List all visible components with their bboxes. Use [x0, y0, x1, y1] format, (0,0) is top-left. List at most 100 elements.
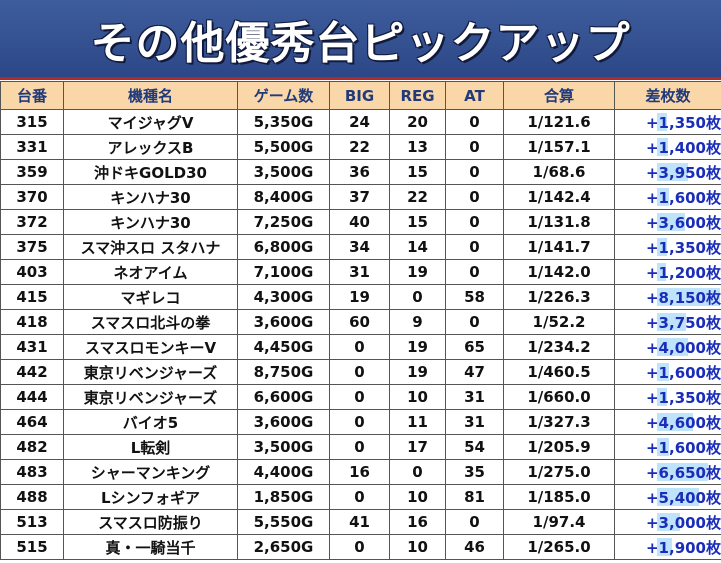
big-count-cell: 0 [329, 384, 390, 410]
game-count-cell: 3,500G [237, 159, 330, 185]
reg-count-cell: 0 [389, 459, 446, 485]
diff-coins-cell: +1,900枚 [614, 534, 721, 560]
diff-coins-cell: +3,750枚 [614, 309, 721, 335]
machine-name-cell: キンハナ30 [63, 209, 238, 235]
table-row: 372 キンハナ30 7,250G 40 15 0 1/131.8 +3,600枚 [0, 209, 721, 235]
reg-count-cell: 20 [389, 109, 446, 135]
diff-data-bar [657, 163, 688, 181]
big-count-cell: 37 [329, 184, 390, 210]
diff-data-bar [657, 313, 686, 331]
diff-coins-value: +3,750枚 [645, 313, 721, 332]
diff-coins-value: +6,650枚 [645, 463, 721, 482]
combined-ratio-cell: 1/275.0 [503, 459, 615, 485]
col-header-big: BIG [329, 81, 390, 110]
at-count-cell: 0 [445, 134, 504, 160]
combined-ratio-cell: 1/142.4 [503, 184, 615, 210]
table-row: 488 Lシンフォギア 1,850G 0 10 81 1/185.0 +5,400枚 [0, 484, 721, 510]
diff-coins-value: +1,600枚 [645, 363, 721, 382]
diff-coins-value: +1,400枚 [645, 138, 721, 157]
combined-ratio-cell: 1/141.7 [503, 234, 615, 260]
combined-ratio-cell: 1/68.6 [503, 159, 615, 185]
diff-coins-value: +1,600枚 [645, 188, 721, 207]
diff-data-bar [657, 263, 666, 281]
big-count-cell: 0 [329, 484, 390, 510]
game-count-cell: 4,400G [237, 459, 330, 485]
table-row: 375 スマ沖スロ スタハナ 6,800G 34 14 0 1/141.7 +1,350枚 [0, 234, 721, 260]
col-header-no: 台番 [0, 81, 64, 110]
big-count-cell: 0 [329, 334, 390, 360]
machine-number-cell: 370 [0, 184, 64, 210]
diff-coins-cell: +4,600枚 [614, 409, 721, 435]
reg-count-cell: 22 [389, 184, 446, 210]
machine-name-cell: アレックスB [63, 134, 238, 160]
at-count-cell: 0 [445, 234, 504, 260]
big-count-cell: 60 [329, 309, 390, 335]
at-count-cell: 0 [445, 159, 504, 185]
diff-coins-cell: +1,600枚 [614, 184, 721, 210]
combined-ratio-cell: 1/205.9 [503, 434, 615, 460]
machine-name-cell: 東京リベンジャーズ [63, 359, 238, 385]
diff-coins-value: +3,000枚 [645, 513, 721, 532]
diff-data-bar [657, 513, 680, 531]
machine-name-cell: スマスロモンキーV [63, 334, 238, 360]
header-row: 台番 機種名 ゲーム数 BIG REG AT 合算 差枚数 [0, 81, 721, 110]
combined-ratio-cell: 1/265.0 [503, 534, 615, 560]
reg-count-cell: 0 [389, 284, 446, 310]
machine-number-cell: 483 [0, 459, 64, 485]
machine-name-cell: キンハナ30 [63, 184, 238, 210]
reg-count-cell: 19 [389, 359, 446, 385]
table-body: 315 マイジャグV 5,350G 24 20 0 1/121.6 +1,350枚 331 アレッ… [0, 109, 721, 560]
reg-count-cell: 10 [389, 484, 446, 510]
col-header-reg: REG [389, 81, 446, 110]
combined-ratio-cell: 1/660.0 [503, 384, 615, 410]
table-row: 315 マイジャグV 5,350G 24 20 0 1/121.6 +1,350枚 [0, 109, 721, 135]
big-count-cell: 31 [329, 259, 390, 285]
table-row: 359 沖ドキGOLD30 3,500G 36 15 0 1/68.6 +3,950枚 [0, 159, 721, 185]
big-count-cell: 0 [329, 359, 390, 385]
at-count-cell: 0 [445, 209, 504, 235]
machine-number-cell: 372 [0, 209, 64, 235]
reg-count-cell: 15 [389, 209, 446, 235]
combined-ratio-cell: 1/460.5 [503, 359, 615, 385]
game-count-cell: 4,450G [237, 334, 330, 360]
diff-coins-cell: +1,600枚 [614, 434, 721, 460]
machine-number-cell: 515 [0, 534, 64, 560]
game-count-cell: 6,600G [237, 384, 330, 410]
combined-ratio-cell: 1/234.2 [503, 334, 615, 360]
diff-coins-cell: +8,150枚 [614, 284, 721, 310]
machine-number-cell: 418 [0, 309, 64, 335]
game-count-cell: 1,850G [237, 484, 330, 510]
game-count-cell: 7,250G [237, 209, 330, 235]
machine-name-cell: 沖ドキGOLD30 [63, 159, 238, 185]
reg-count-cell: 19 [389, 334, 446, 360]
machine-number-cell: 315 [0, 109, 64, 135]
machine-number-cell: 403 [0, 259, 64, 285]
table-row: 444 東京リベンジャーズ 6,600G 0 10 31 1/660.0 +1,350枚 [0, 384, 721, 410]
at-count-cell: 0 [445, 259, 504, 285]
game-count-cell: 6,800G [237, 234, 330, 260]
at-count-cell: 31 [445, 409, 504, 435]
diff-data-bar [657, 538, 672, 556]
diff-data-bar [657, 288, 720, 306]
machine-name-cell: シャーマンキング [63, 459, 238, 485]
machine-number-cell: 488 [0, 484, 64, 510]
col-header-diff: 差枚数 [614, 81, 721, 110]
machine-name-cell: スマ沖スロ スタハナ [63, 234, 238, 260]
diff-coins-cell: +1,350枚 [614, 384, 721, 410]
diff-coins-value: +5,400枚 [645, 488, 721, 507]
game-count-cell: 8,750G [237, 359, 330, 385]
table-row: 482 L転剣 3,500G 0 17 54 1/205.9 +1,600枚 [0, 434, 721, 460]
table-row: 418 スマスロ北斗の拳 3,600G 60 9 0 1/52.2 +3,750枚 [0, 309, 721, 335]
reg-count-cell: 11 [389, 409, 446, 435]
combined-ratio-cell: 1/226.3 [503, 284, 615, 310]
diff-data-bar [657, 138, 668, 156]
combined-ratio-cell: 1/185.0 [503, 484, 615, 510]
big-count-cell: 40 [329, 209, 390, 235]
machine-number-cell: 464 [0, 409, 64, 435]
at-count-cell: 81 [445, 484, 504, 510]
results-table: 台番 機種名 ゲーム数 BIG REG AT 合算 差枚数 315 マイジャグV 5… [0, 81, 721, 560]
game-count-cell: 7,100G [237, 259, 330, 285]
col-header-games: ゲーム数 [237, 81, 330, 110]
reg-count-cell: 16 [389, 509, 446, 535]
diff-data-bar [657, 188, 669, 206]
